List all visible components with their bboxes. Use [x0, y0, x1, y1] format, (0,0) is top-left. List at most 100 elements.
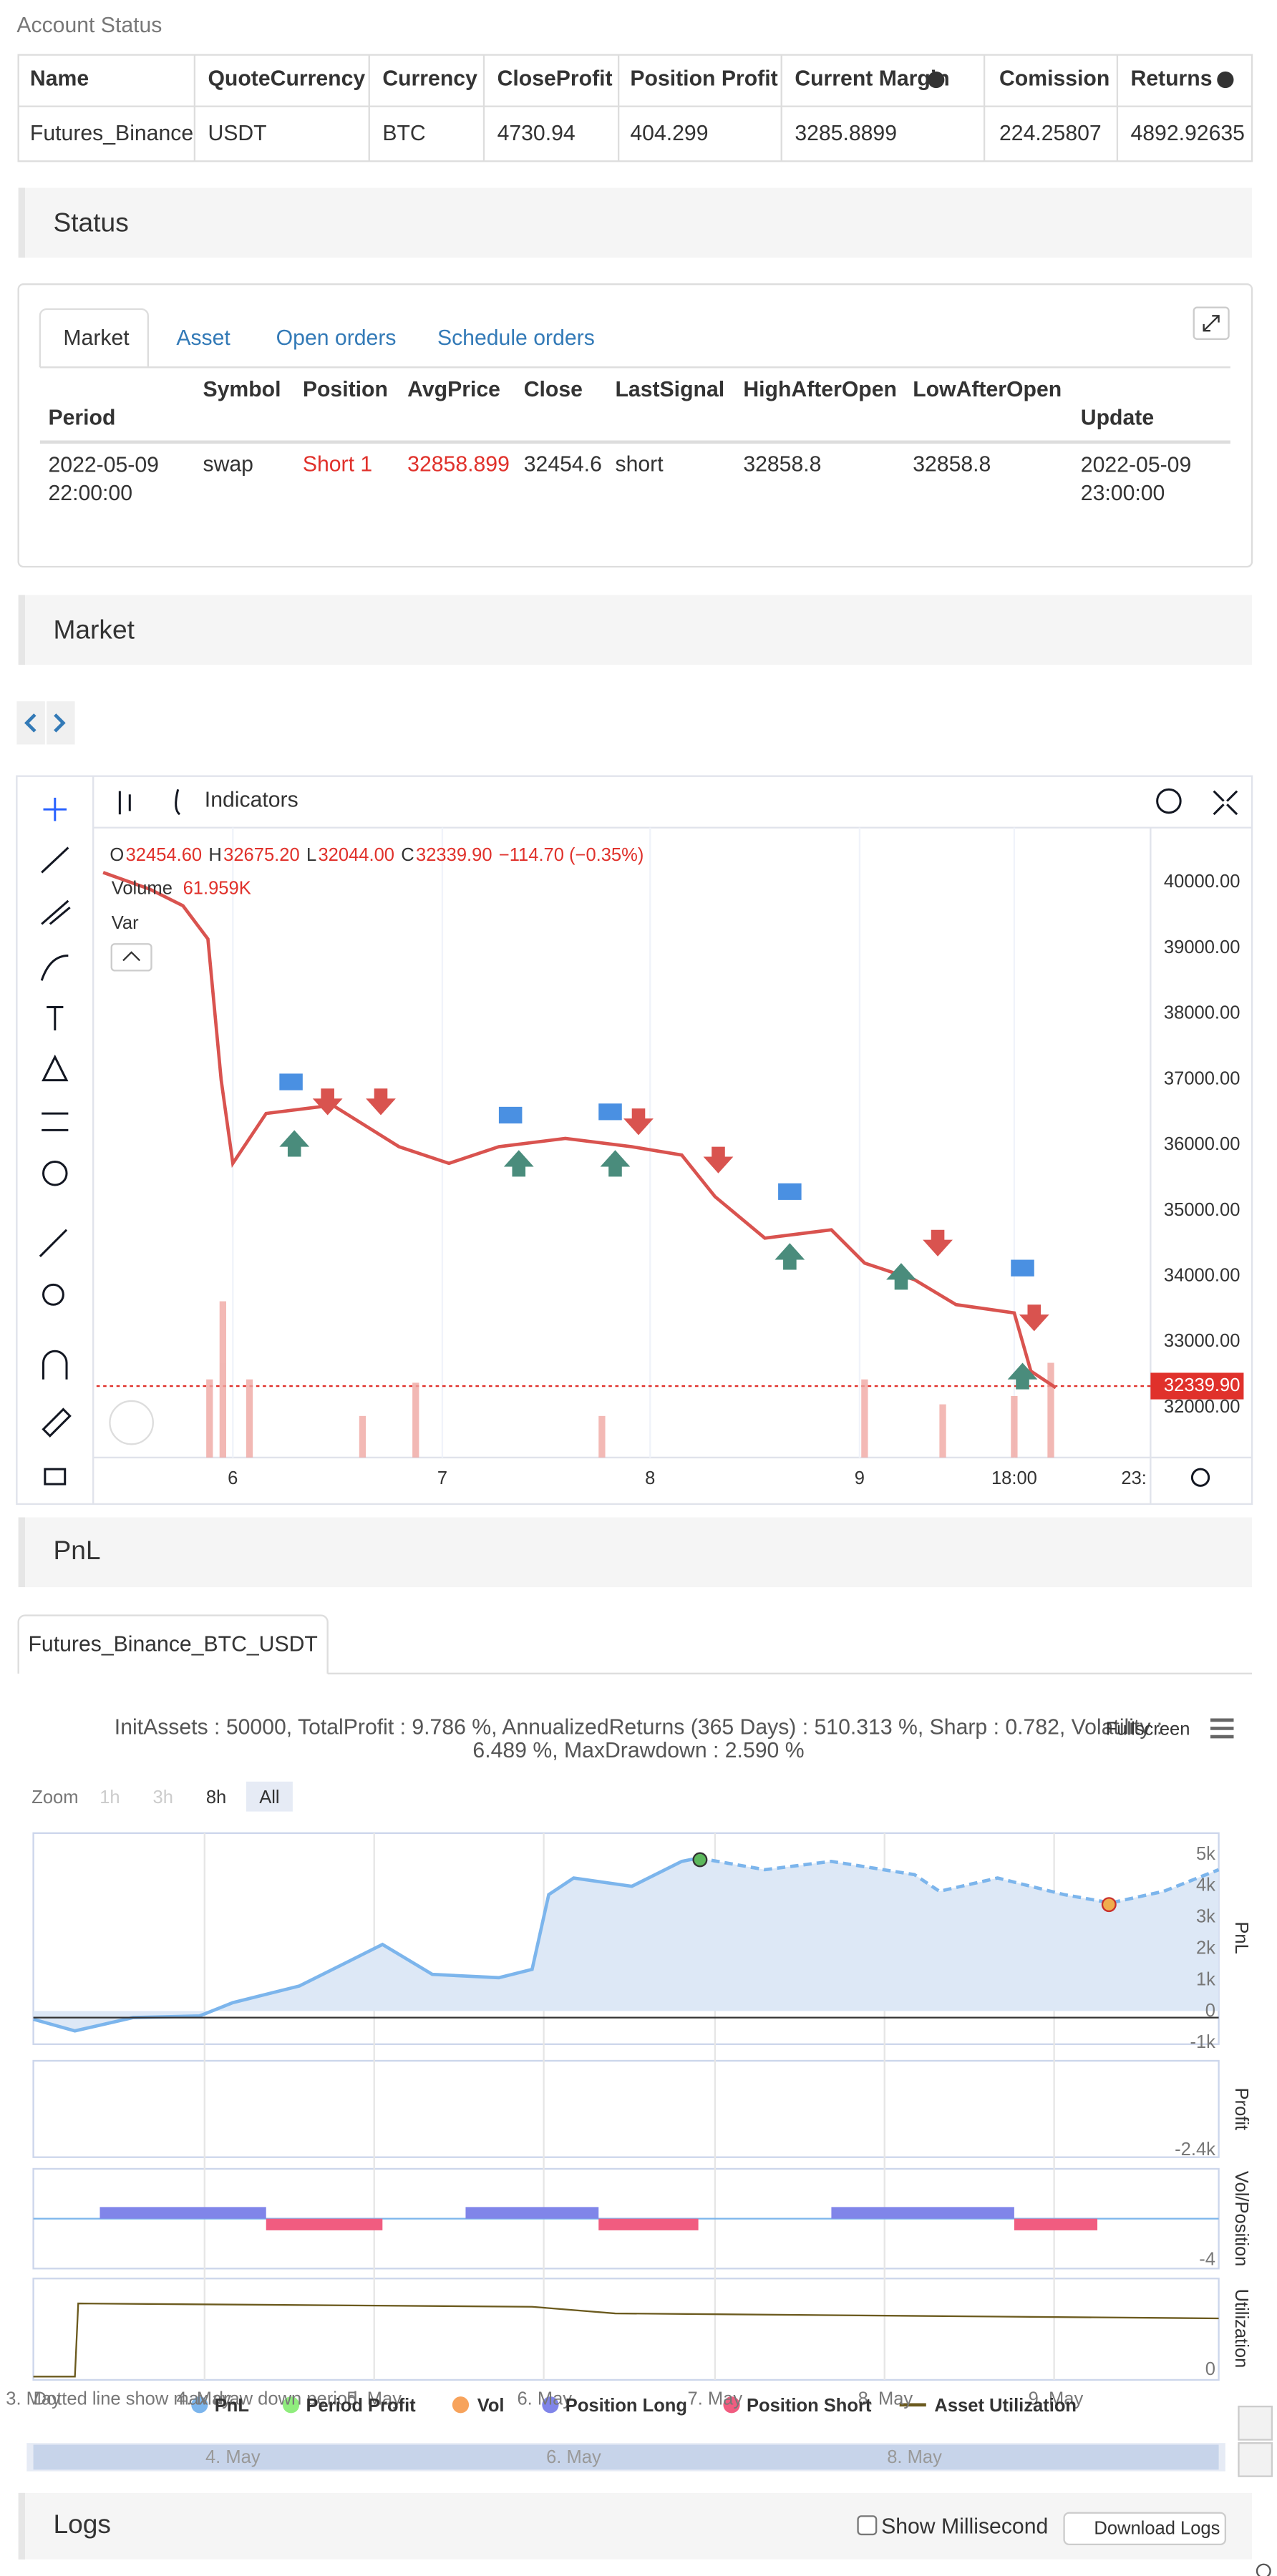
ohlc-label: H: [208, 845, 221, 865]
download-label[interactable]: Download Logs: [1094, 2519, 1220, 2539]
prev-button[interactable]: [16, 701, 45, 745]
price-tick: 37000.00: [1164, 1068, 1240, 1088]
signal-markers: [279, 1073, 1049, 1390]
utilization-line: [33, 2302, 1219, 2378]
legend-item[interactable]: Vol: [477, 2396, 505, 2416]
collapse-icon: [122, 951, 141, 962]
toolbar-icons: [39, 788, 1238, 1487]
pnl-tick: -1k: [1190, 2032, 1215, 2052]
tab[interactable]: Open orders: [276, 326, 397, 350]
table-header: Currency: [382, 67, 477, 90]
navigator-mask: [33, 2444, 1219, 2470]
table-cell: 32858.899: [407, 452, 510, 476]
table-cell: 3285.8899: [795, 122, 897, 145]
section-band: [18, 187, 1253, 258]
tab[interactable]: Schedule orders: [437, 326, 595, 350]
price-tick: 33000.00: [1164, 1331, 1240, 1351]
nav-arrows: [24, 713, 66, 733]
indicators-button[interactable]: Indicators: [205, 788, 298, 811]
legend-item[interactable]: Position Short: [747, 2396, 872, 2416]
axis-title: PnL: [1231, 1921, 1251, 1953]
table-cell: 404.299: [630, 122, 708, 145]
pnl-area: [33, 1858, 1219, 2031]
table-cell: BTC: [382, 122, 425, 145]
tab[interactable]: Asset: [176, 326, 230, 350]
table-cell: swap: [203, 452, 253, 476]
table-header: HighAfterOpen: [743, 378, 897, 401]
download-button[interactable]: [1063, 2512, 1227, 2546]
pnl-tick: 0: [1205, 2001, 1215, 2021]
position-bars: [99, 2207, 1098, 2230]
zoom-active[interactable]: [246, 1781, 293, 1812]
table-header: Symbol: [203, 378, 281, 401]
summary: 6.489 %, MaxDrawdown : 2.590 %: [472, 1739, 804, 1762]
zoom-button[interactable]: All: [259, 1787, 279, 1807]
theme-icon[interactable]: [1256, 2563, 1271, 2576]
table-cell: 2022-05-09 22:00:00: [48, 452, 159, 506]
note: Dotted line show max draw down period: [34, 2389, 358, 2409]
chart-grid: [232, 827, 1016, 1458]
pnl-tab[interactable]: [17, 1614, 329, 1674]
zoom-button[interactable]: 3h: [153, 1787, 173, 1807]
table-header: Position Profit: [630, 67, 777, 90]
pnl-tick: 5k: [1196, 1844, 1215, 1864]
last-price: 32339.90: [1164, 1375, 1240, 1395]
legend-dots: [191, 2396, 926, 2414]
collapse-button[interactable]: [110, 943, 152, 972]
x-tick: 9. May: [1029, 2389, 1084, 2409]
table-cell: USDT: [208, 122, 266, 145]
pnl-tick: 1k: [1196, 1969, 1215, 1989]
table-cell: 32858.8: [913, 452, 991, 476]
logo: [109, 1400, 154, 1445]
vol-tick: -4: [1199, 2249, 1215, 2269]
profit-tick: -2.4k: [1175, 2140, 1215, 2160]
account-table: [17, 54, 1253, 162]
table-header: Close: [524, 378, 583, 401]
menu-icon[interactable]: [1210, 1718, 1234, 1739]
band-edge: [18, 2492, 25, 2560]
pnl-drawdown-line: [698, 1856, 1220, 1905]
status-box: [17, 283, 1253, 568]
price-tick: 34000.00: [1164, 1265, 1240, 1285]
table-cell: short: [615, 452, 664, 476]
table-header: Returns: [1130, 67, 1212, 90]
price-tick: 39000.00: [1164, 937, 1240, 957]
scroll-buttons[interactable]: [1238, 2405, 1273, 2477]
min-marker: [1101, 1897, 1117, 1913]
axis-title: Profit: [1231, 2088, 1251, 2131]
x-tick: 8. May: [858, 2389, 913, 2409]
price-tick: 40000.00: [1164, 872, 1240, 892]
checkbox-label[interactable]: Show Millisecond: [881, 2515, 1048, 2539]
table-cell: 2022-05-09 23:00:00: [1080, 452, 1192, 506]
checkbox[interactable]: [857, 2515, 878, 2536]
price-path: [102, 871, 1057, 1390]
legend-item[interactable]: Asset Utilization: [934, 2396, 1077, 2416]
ohlc-value: 32339.90: [416, 845, 492, 865]
summary: InitAssets : 50000, TotalProfit : 9.786 …: [115, 1715, 1162, 1739]
help-icon: [1217, 71, 1234, 89]
last-price-box: [1150, 1372, 1244, 1400]
table-header: LowAfterOpen: [913, 378, 1062, 401]
band-edge: [18, 1517, 25, 1588]
tab[interactable]: Market: [63, 326, 130, 350]
table-cell: Short 1: [303, 452, 372, 476]
active-tab[interactable]: [39, 308, 149, 368]
fullscreen[interactable]: Fullscreen: [1106, 1719, 1190, 1740]
x-tick: 7. May: [688, 2389, 743, 2409]
section-caption: Account Status: [16, 14, 162, 37]
legend-item[interactable]: Position Long: [565, 2396, 687, 2416]
legend-item[interactable]: PnL: [215, 2396, 249, 2416]
table-header: LastSignal: [615, 378, 724, 401]
ohlc-change: −114.70 (−0.35%): [499, 845, 644, 865]
tab[interactable]: Futures_Binance_BTC_USDT: [28, 1632, 317, 1656]
ohlc-value: 32675.20: [223, 845, 300, 865]
legend-item[interactable]: Period Profit: [306, 2396, 416, 2416]
navigator-tick: 6. May: [546, 2447, 601, 2467]
table-header: Period: [48, 406, 115, 429]
zoom-button[interactable]: 1h: [99, 1787, 120, 1807]
zoom-label: Zoom: [31, 1787, 78, 1807]
zoom-button[interactable]: 8h: [206, 1787, 226, 1807]
next-button[interactable]: [47, 701, 75, 745]
table-header: Position: [303, 378, 388, 401]
